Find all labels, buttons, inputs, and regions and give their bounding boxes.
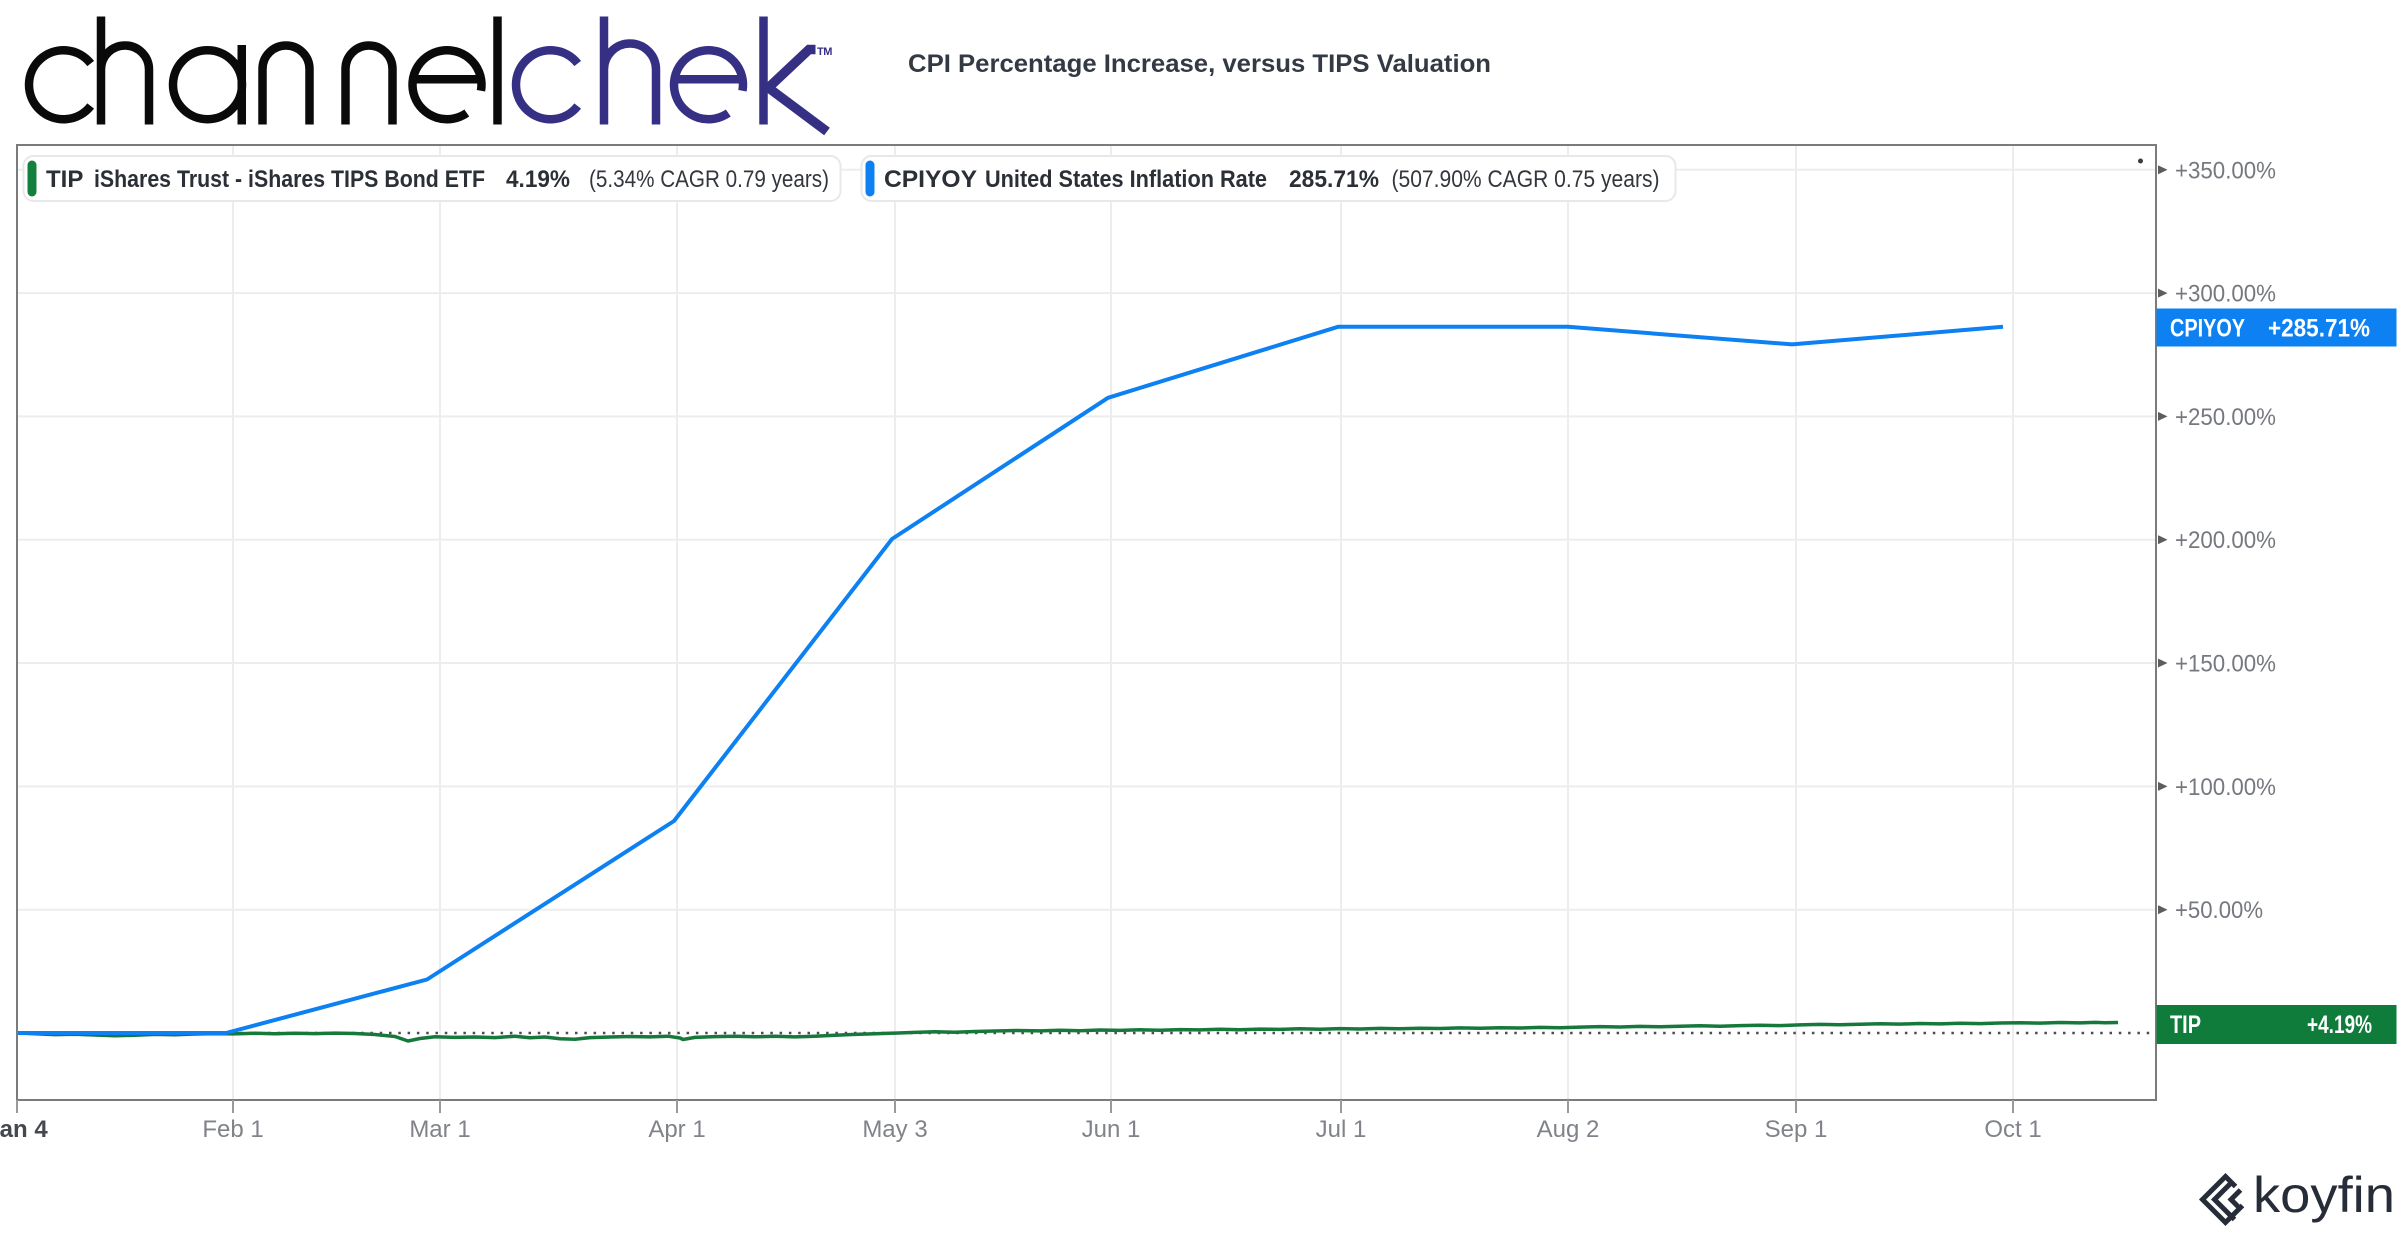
- svg-text:+50.00%: +50.00%: [2175, 897, 2263, 924]
- svg-text:TM: TM: [817, 46, 832, 58]
- svg-text:United States Inflation Rate: United States Inflation Rate: [985, 166, 1267, 193]
- svg-text:CPIYOY: CPIYOY: [2170, 315, 2245, 343]
- svg-text:Apr 1: Apr 1: [648, 1116, 705, 1143]
- svg-text:May 3: May 3: [862, 1116, 927, 1143]
- svg-text:+350.00%: +350.00%: [2175, 157, 2276, 184]
- svg-text:koyfin: koyfin: [2253, 1167, 2395, 1223]
- svg-text:iShares Trust - iShares TIPS B: iShares Trust - iShares TIPS Bond ETF: [94, 166, 485, 193]
- svg-text:4.19%: 4.19%: [506, 166, 570, 193]
- svg-text:(507.90% CAGR 0.75 years): (507.90% CAGR 0.75 years): [1392, 166, 1660, 193]
- svg-text:CPIYOY: CPIYOY: [884, 166, 977, 193]
- svg-text:Jan 4: Jan 4: [0, 1116, 48, 1143]
- svg-text:Jun 1: Jun 1: [1082, 1116, 1141, 1143]
- svg-text:Jul 1: Jul 1: [1316, 1116, 1367, 1143]
- svg-text:Aug 2: Aug 2: [1537, 1116, 1600, 1143]
- svg-text:Sep 1: Sep 1: [1765, 1116, 1828, 1143]
- svg-text:+250.00%: +250.00%: [2175, 404, 2276, 431]
- svg-text:+200.00%: +200.00%: [2175, 527, 2276, 554]
- svg-text:Mar 1: Mar 1: [409, 1116, 470, 1143]
- svg-text:TIP: TIP: [2170, 1011, 2201, 1039]
- svg-text:(5.34% CAGR 0.79 years): (5.34% CAGR 0.79 years): [589, 166, 829, 193]
- svg-text:+4.19%: +4.19%: [2307, 1011, 2372, 1039]
- svg-text:+100.00%: +100.00%: [2175, 774, 2276, 801]
- svg-text:+285.71%: +285.71%: [2268, 315, 2370, 343]
- svg-text:TIP: TIP: [46, 166, 83, 193]
- svg-text:285.71%: 285.71%: [1289, 166, 1379, 193]
- svg-text:+150.00%: +150.00%: [2175, 651, 2276, 678]
- svg-text:Feb 1: Feb 1: [202, 1116, 263, 1143]
- svg-text:Oct 1: Oct 1: [1984, 1116, 2041, 1143]
- svg-text:+300.00%: +300.00%: [2175, 281, 2276, 308]
- svg-text:CPI Percentage Increase, versu: CPI Percentage Increase, versus TIPS Val…: [908, 50, 1491, 78]
